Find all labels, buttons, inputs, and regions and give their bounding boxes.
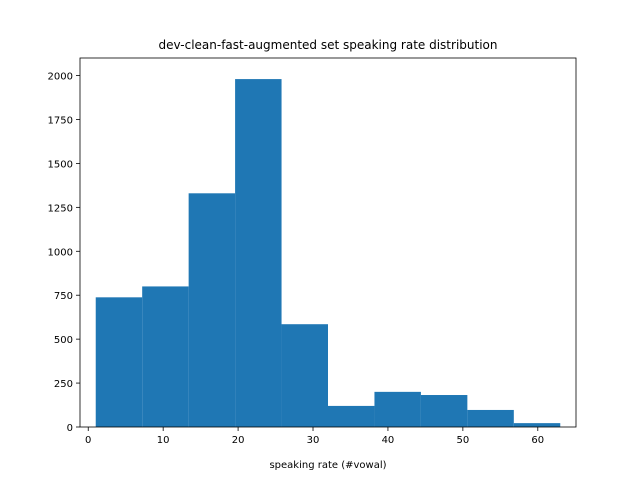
x-tick-label: 50 <box>456 435 469 446</box>
histogram-bar <box>235 79 282 427</box>
y-tick-label: 1000 <box>48 247 73 258</box>
histogram-bar <box>467 409 514 427</box>
x-axis-label: speaking rate (#vowal) <box>269 460 386 471</box>
y-tick-label: 1250 <box>48 203 73 214</box>
y-tick-label: 750 <box>54 291 73 302</box>
x-tick-label: 30 <box>307 435 320 446</box>
plot-frame <box>79 57 577 428</box>
x-tick-label: 20 <box>232 435 245 446</box>
histogram-bar <box>188 193 236 427</box>
histogram-bar <box>513 423 561 427</box>
y-tick-label: 500 <box>54 335 73 346</box>
chart-title: dev-clean-fast-augmented set speaking ra… <box>158 38 497 52</box>
histogram-bar <box>281 324 328 427</box>
x-tick-label: 60 <box>531 435 544 446</box>
histogram-bar <box>328 405 375 427</box>
y-tick-label: 2000 <box>48 72 73 83</box>
histogram-bar <box>95 297 143 427</box>
x-tick-label: 10 <box>157 435 170 446</box>
x-tick-label: 0 <box>85 435 91 446</box>
y-tick-label: 1750 <box>48 116 73 127</box>
histogram-bar <box>374 391 421 427</box>
y-tick-label: 1500 <box>48 159 73 170</box>
histogram-bar <box>420 395 468 427</box>
y-tick-label: 0 <box>67 423 73 434</box>
histogram-bar <box>142 286 189 427</box>
x-axis-ticks: 0 10 20 30 40 50 60 <box>85 427 544 446</box>
bars-group <box>95 79 561 427</box>
y-axis-ticks: 0 250 500 750 1000 1250 1500 1750 2000 <box>48 72 80 434</box>
x-tick-label: 40 <box>382 435 395 446</box>
y-tick-label: 250 <box>54 379 73 390</box>
